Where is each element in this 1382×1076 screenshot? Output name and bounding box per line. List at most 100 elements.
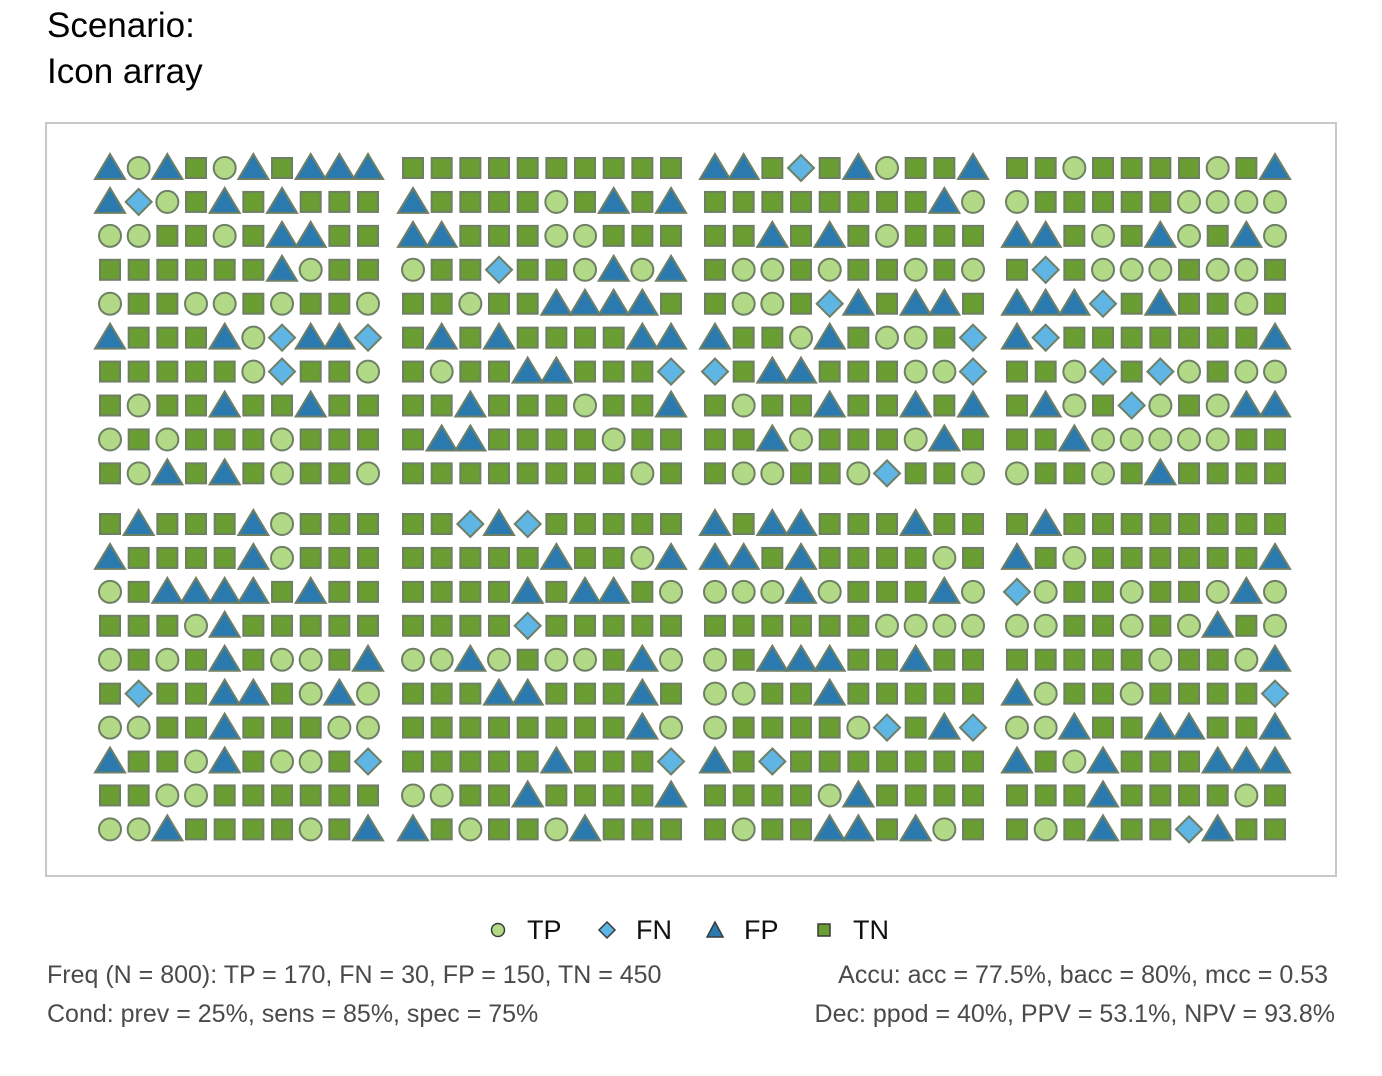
icon-tn <box>127 614 150 637</box>
icon-tp <box>875 156 900 180</box>
icon-tn <box>933 394 956 417</box>
icon-tn <box>299 292 322 315</box>
icon-tp <box>630 545 655 570</box>
icon-fn <box>958 323 988 353</box>
icon-fp <box>396 185 430 214</box>
icon-tn <box>430 513 453 535</box>
icon-tn <box>1063 462 1086 485</box>
icon-tn <box>242 428 265 451</box>
legend-tp-circle-icon <box>490 922 506 938</box>
icon-tn <box>933 462 956 485</box>
icon-tn <box>402 546 424 569</box>
icon-tn <box>602 462 625 485</box>
icon-tn <box>156 513 179 535</box>
icon-tn <box>574 716 597 739</box>
icon-tp <box>573 257 598 282</box>
icon-fp <box>482 677 516 706</box>
icon-tn <box>904 784 927 807</box>
icon-tn <box>904 546 927 569</box>
icon-tp <box>1205 579 1230 604</box>
icon-tn <box>156 614 179 637</box>
icon-tn <box>488 157 511 179</box>
icon-fp <box>1000 287 1034 316</box>
icon-tn <box>402 513 424 535</box>
icon-fp <box>351 643 385 672</box>
icon-tp <box>573 647 598 672</box>
icon-tn <box>1063 258 1086 281</box>
icon-tn <box>574 784 597 807</box>
icon-tn <box>1034 546 1057 569</box>
icon-fn <box>124 187 154 217</box>
icon-tn <box>790 784 813 807</box>
icon-fp <box>93 321 127 350</box>
icon-tn <box>790 258 813 281</box>
icon-tn <box>1178 546 1201 569</box>
icon-tn <box>516 818 539 841</box>
icon-tn <box>99 394 121 417</box>
icon-fp <box>1057 711 1092 740</box>
icon-tp <box>731 291 756 316</box>
icon-fp <box>1028 389 1063 418</box>
icon-tn <box>790 716 813 739</box>
icon-tn <box>1120 546 1143 569</box>
icon-fp <box>596 253 631 282</box>
icon-tn <box>1034 157 1057 179</box>
icon-fp <box>726 541 761 570</box>
icon-tp <box>241 325 266 350</box>
icon-tp <box>401 647 425 672</box>
icon-tn <box>631 580 654 603</box>
icon-tn <box>185 716 208 739</box>
icon-tp <box>817 579 842 604</box>
icon-fp <box>654 253 688 282</box>
icon-tn <box>574 513 597 535</box>
icon-tp <box>961 257 986 282</box>
icon-tn <box>185 224 208 247</box>
icon-tn <box>299 360 322 383</box>
icon-fp <box>207 185 242 214</box>
icon-fp <box>265 253 299 282</box>
icon-tn <box>430 818 453 841</box>
icon-fp <box>93 185 127 214</box>
icon-tp <box>270 291 295 316</box>
icon-tp <box>212 291 237 316</box>
icon-tp <box>1005 189 1029 214</box>
icon-tn <box>1120 326 1143 349</box>
icon-tn <box>732 648 755 671</box>
icon-fp <box>1229 389 1264 418</box>
icon-tn <box>1178 292 1201 315</box>
icon-fp <box>927 575 962 604</box>
icon-tn <box>847 682 870 705</box>
icon-tp <box>1263 359 1288 384</box>
icon-tn <box>1063 513 1086 535</box>
icon-tn <box>185 462 208 485</box>
icon-tn <box>271 818 294 841</box>
icon-tn <box>156 682 179 705</box>
icon-tp <box>1119 579 1144 604</box>
icon-tp <box>731 681 756 706</box>
icon-tn <box>602 546 625 569</box>
icon-tp <box>1177 427 1202 452</box>
icon-array-icons <box>93 152 1292 844</box>
icon-tn <box>299 716 322 739</box>
icon-tn <box>660 462 683 485</box>
icon-fp <box>1028 287 1063 316</box>
icon-tn <box>660 428 683 451</box>
icon-tn <box>1149 682 1172 705</box>
icon-tn <box>847 648 870 671</box>
icon-tn <box>818 614 841 637</box>
icon-tn <box>704 428 726 451</box>
icon-tn <box>732 513 755 535</box>
legend: TP FN FP TN <box>0 910 1382 950</box>
icon-tp <box>1234 189 1259 214</box>
icon-tn <box>790 394 813 417</box>
icon-tp <box>270 749 295 774</box>
icon-tn <box>459 784 482 807</box>
icon-fp <box>351 152 385 180</box>
icon-fp <box>207 711 242 740</box>
icon-tn <box>1178 462 1201 485</box>
icon-tp <box>903 325 928 350</box>
plot-frame <box>45 122 1337 877</box>
icon-tn <box>1178 157 1201 179</box>
icon-tn <box>242 292 265 315</box>
icon-tn <box>271 157 294 179</box>
